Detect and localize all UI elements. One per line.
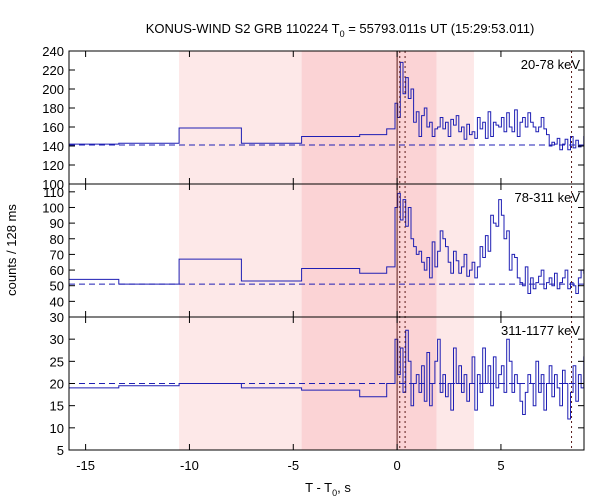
labels: KONUS-WIND S2 GRB 110224 T0 = 55793.011s… [4,21,534,498]
x-axis-label: T - T0, s [305,480,351,498]
y-tick-label: 220 [42,63,64,78]
y-tick-label: 120 [42,158,64,173]
x-tick-label: -5 [287,458,299,473]
panel-frame-2 [68,316,585,451]
vertical-lines [396,51,573,450]
y-axis-label: counts / 128 ms [4,204,19,296]
y-tick-label: 30 [50,332,64,347]
y-tick-label: 100 [42,177,64,192]
y-tick-label: 140 [42,139,64,154]
x-tick-label: -10 [180,458,199,473]
y-tick-label: 240 [42,44,64,59]
y-tick-label: 5 [57,443,64,458]
y-tick-label: 160 [42,120,64,135]
y-tick-label: 25 [50,354,64,369]
y-tick-label: 90 [50,216,64,231]
x-tick-label: 5 [497,458,504,473]
band-label-panel-2: 311-1177 keV [501,323,580,338]
x-tick-label: -15 [76,458,95,473]
y-tick-label: 50 [50,279,64,294]
shaded-interval-2 [436,51,474,450]
y-tick-label: 40 [50,294,64,309]
y-tick-label: 60 [50,263,64,278]
band-label-panel-1: 78-311 keV [514,190,580,205]
y-tick-label: 80 [50,232,64,247]
x-tick-label: 0 [393,458,400,473]
y-tick-label: 30 [50,310,64,325]
y-tick-label: 180 [42,101,64,116]
y-tick-label: 110 [43,185,64,200]
y-tick-label: 100 [42,200,64,215]
shaded-interval-0 [179,51,302,450]
y-tick-label: 15 [50,399,64,414]
y-tick-label: 70 [50,247,64,262]
y-tick-label: 20 [50,377,64,392]
y-tick-label: 200 [42,82,64,97]
chart-title: KONUS-WIND S2 GRB 110224 T0 = 55793.011s… [146,21,535,39]
y-tick-label: 10 [50,421,64,436]
band-label-panel-0: 20-78 keV [521,57,581,72]
